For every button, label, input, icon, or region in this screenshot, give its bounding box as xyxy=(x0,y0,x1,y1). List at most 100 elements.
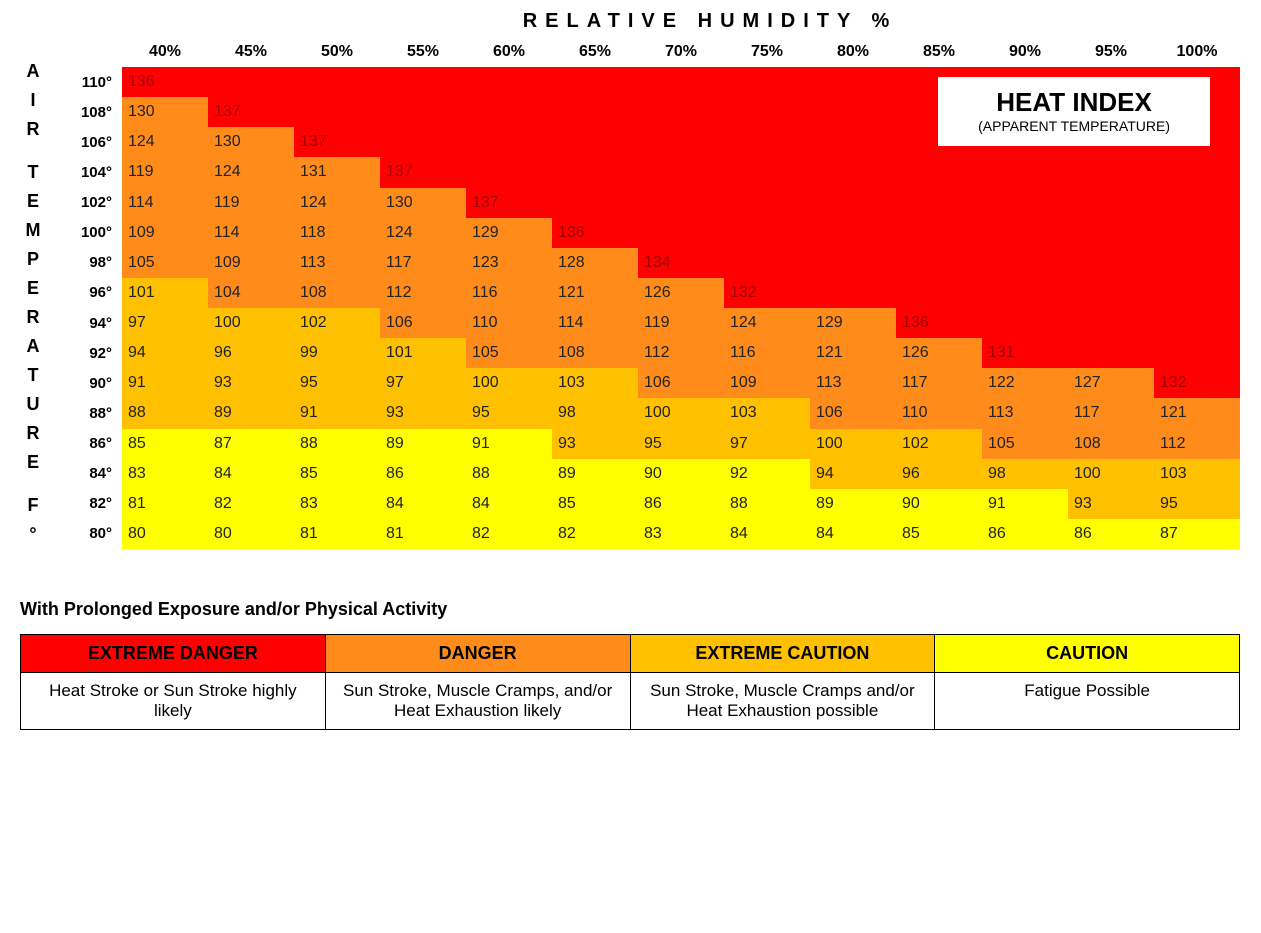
heat-cell: 108 xyxy=(552,338,638,368)
heat-cell: 121 xyxy=(552,278,638,308)
heat-cell: 82 xyxy=(466,519,552,549)
heat-cell xyxy=(1068,308,1154,338)
heat-cell: 117 xyxy=(1068,398,1154,428)
heat-cell: 130 xyxy=(380,188,466,218)
heat-cell xyxy=(552,188,638,218)
heat-cell: 93 xyxy=(380,398,466,428)
heat-cell: 89 xyxy=(208,398,294,428)
humidity-header: 50% xyxy=(294,37,380,67)
temperature-header: 84° xyxy=(48,459,122,489)
heat-cell: 89 xyxy=(810,489,896,519)
heat-cell: 119 xyxy=(638,308,724,338)
heat-cell: 119 xyxy=(122,157,208,187)
heat-cell: 85 xyxy=(294,459,380,489)
heat-cell: 86 xyxy=(380,459,466,489)
heat-cell xyxy=(1068,338,1154,368)
heat-cell: 91 xyxy=(466,429,552,459)
heat-cell: 84 xyxy=(208,459,294,489)
heat-cell: 87 xyxy=(208,429,294,459)
temperature-header: 86° xyxy=(48,429,122,459)
heat-cell: 95 xyxy=(466,398,552,428)
heat-cell xyxy=(1154,188,1240,218)
heat-cell: 102 xyxy=(294,308,380,338)
heat-cell: 129 xyxy=(810,308,896,338)
humidity-header: 45% xyxy=(208,37,294,67)
heat-cell: 124 xyxy=(208,157,294,187)
heat-cell xyxy=(552,127,638,157)
heat-cell: 134 xyxy=(638,248,724,278)
heat-cell: 91 xyxy=(122,368,208,398)
heat-index-title-box: HEAT INDEX (APPARENT TEMPERATURE) xyxy=(938,77,1210,146)
temperature-header: 106° xyxy=(48,127,122,157)
heat-cell: 101 xyxy=(380,338,466,368)
heat-cell: 84 xyxy=(466,489,552,519)
heat-cell: 97 xyxy=(122,308,208,338)
heat-cell: 85 xyxy=(122,429,208,459)
y-axis-title: AIRTEMPERATUREF° xyxy=(20,37,48,549)
heat-cell: 106 xyxy=(638,368,724,398)
heat-cell: 114 xyxy=(208,218,294,248)
heat-cell xyxy=(982,188,1068,218)
heat-cell xyxy=(1154,218,1240,248)
heat-cell: 88 xyxy=(466,459,552,489)
heat-cell xyxy=(724,157,810,187)
heat-cell: 126 xyxy=(896,338,982,368)
heat-cell xyxy=(552,67,638,97)
heat-cell: 96 xyxy=(208,338,294,368)
heat-cell: 98 xyxy=(982,459,1068,489)
heat-cell xyxy=(638,218,724,248)
heat-cell: 132 xyxy=(724,278,810,308)
heat-cell xyxy=(1154,278,1240,308)
heat-cell: 131 xyxy=(982,338,1068,368)
humidity-header: 65% xyxy=(552,37,638,67)
heat-cell xyxy=(1068,218,1154,248)
legend-header: EXTREME CAUTION xyxy=(630,635,935,673)
heat-cell: 94 xyxy=(122,338,208,368)
temperature-header: 82° xyxy=(48,489,122,519)
heat-cell: 129 xyxy=(466,218,552,248)
heat-cell: 94 xyxy=(810,459,896,489)
legend-header: EXTREME DANGER xyxy=(21,635,326,673)
heat-cell: 91 xyxy=(982,489,1068,519)
heat-cell: 105 xyxy=(122,248,208,278)
heat-cell: 126 xyxy=(638,278,724,308)
heat-cell xyxy=(208,67,294,97)
heat-cell: 112 xyxy=(1154,429,1240,459)
heat-cell: 96 xyxy=(896,459,982,489)
temperature-header: 88° xyxy=(48,398,122,428)
heat-cell: 88 xyxy=(122,398,208,428)
heat-cell: 119 xyxy=(208,188,294,218)
heat-cell xyxy=(638,157,724,187)
heat-cell: 88 xyxy=(724,489,810,519)
heat-cell: 109 xyxy=(122,218,208,248)
temperature-header: 92° xyxy=(48,338,122,368)
heat-cell: 83 xyxy=(122,459,208,489)
heat-cell xyxy=(1154,338,1240,368)
heat-cell: 104 xyxy=(208,278,294,308)
temperature-header: 110° xyxy=(48,67,122,97)
heat-cell xyxy=(982,248,1068,278)
heat-cell: 83 xyxy=(638,519,724,549)
heat-cell xyxy=(896,157,982,187)
heat-cell xyxy=(896,188,982,218)
heat-cell xyxy=(724,127,810,157)
heat-cell: 84 xyxy=(724,519,810,549)
heat-cell: 103 xyxy=(1154,459,1240,489)
heat-cell: 137 xyxy=(466,188,552,218)
heat-cell: 113 xyxy=(294,248,380,278)
heat-cell xyxy=(1068,248,1154,278)
temperature-header: 94° xyxy=(48,308,122,338)
heat-cell: 98 xyxy=(552,398,638,428)
heat-cell: 84 xyxy=(380,489,466,519)
heat-cell: 132 xyxy=(1154,368,1240,398)
humidity-header: 100% xyxy=(1154,37,1240,67)
heat-cell: 81 xyxy=(122,489,208,519)
heat-cell: 100 xyxy=(208,308,294,338)
heat-cell: 105 xyxy=(466,338,552,368)
heat-cell: 114 xyxy=(552,308,638,338)
heat-cell: 130 xyxy=(122,97,208,127)
heat-cell: 127 xyxy=(1068,368,1154,398)
box-title: HEAT INDEX xyxy=(978,87,1170,118)
heat-cell: 136 xyxy=(552,218,638,248)
heat-cell: 117 xyxy=(896,368,982,398)
